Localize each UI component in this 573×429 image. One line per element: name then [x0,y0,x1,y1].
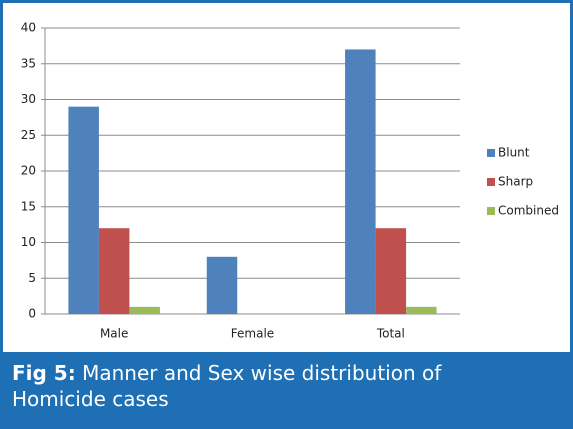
legend-swatch [487,149,495,157]
y-tick-label: 40 [21,21,36,35]
x-tick-label: Male [100,327,128,341]
y-tick-label: 10 [21,235,36,249]
caption: Fig 5: Manner and Sex wise distribution … [0,352,573,429]
y-tick-label: 35 [21,56,36,70]
y-tick-label: 25 [21,128,36,142]
y-tick-label: 30 [21,92,36,106]
frame [0,0,573,352]
bar [129,306,160,314]
y-tick-label: 15 [21,199,36,213]
legend-swatch [487,178,495,186]
legend-swatch [487,207,495,215]
caption-label: Fig 5: [12,361,76,385]
y-tick-label: 20 [21,164,36,178]
y-tick-label: 0 [28,307,36,321]
bar [406,306,437,314]
x-tick-label: Total [376,327,405,341]
bar [375,228,407,314]
caption-text: Fig 5: Manner and Sex wise distribution … [12,360,482,412]
x-tick-label: Female [231,327,274,341]
legend-label: Combined [498,204,559,218]
y-tick-label: 5 [28,271,36,285]
bar [68,106,99,315]
legend-label: Blunt [498,146,530,160]
legend-label: Sharp [498,175,533,189]
bar [98,228,130,314]
chart: 0 5 10 15 20 25 30 35 40 Male Female Total Blunt Shar… [0,0,573,352]
bar [206,256,238,314]
bar [345,49,376,314]
caption-body: Manner and Sex wise distribution of Homi… [12,361,442,411]
